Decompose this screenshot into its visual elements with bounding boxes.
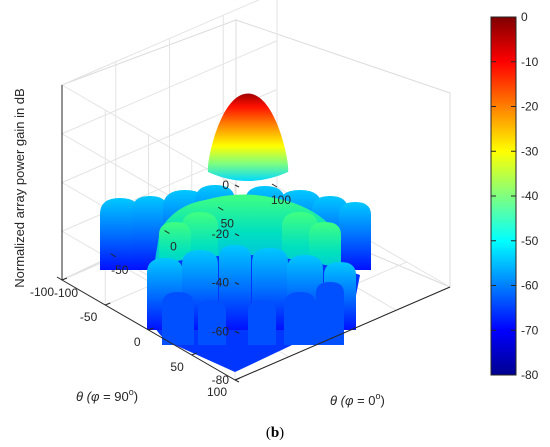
side-lobe: [100, 198, 140, 270]
x-axis-label-degree: o: [376, 391, 381, 401]
z-tick-mark: [234, 379, 240, 383]
x-axis-ticks: -100 -50 0 50 100: [54, 183, 291, 300]
x-axis-label: θ (φ = 0o): [330, 391, 385, 408]
figure-caption: (b): [266, 425, 284, 441]
z-tick-mark: [234, 330, 240, 334]
caption-close: ): [279, 425, 284, 441]
x-tick-mark: [164, 230, 170, 234]
colorbar-ticks: 0 -10 -20 -30 -40 -50 -60 -70 -80: [491, 10, 539, 382]
x-tick-label: 100: [271, 193, 291, 207]
z-tick-mark: [234, 184, 240, 188]
y-tick-mark: [148, 327, 154, 331]
z-tick-label: -40: [212, 276, 230, 290]
colorbar-tick-label: -10: [521, 55, 539, 69]
z-tick-mark: [234, 233, 240, 237]
y-tick-label: 50: [170, 360, 184, 374]
y-axis-label: θ (φ = 90o): [76, 387, 138, 404]
y-tick-mark: [234, 377, 241, 381]
y-tick-mark: [191, 352, 197, 356]
z-tick-label: 0: [222, 178, 229, 192]
y-tick-label: -100: [30, 285, 54, 299]
x-tick-mark: [217, 206, 224, 211]
caption-open: (: [266, 425, 271, 441]
z-tick-label: -60: [212, 324, 230, 338]
colorbar-tick-label: -50: [521, 234, 539, 248]
side-lobe: [198, 300, 226, 345]
caption-letter: b: [271, 425, 279, 441]
y-axis-label-value: = 90: [99, 389, 128, 404]
side-lobe: [316, 282, 344, 345]
z-axis-label: Normalized array power gain in dB: [12, 88, 27, 287]
main-lobe: [207, 93, 289, 181]
colorbar-tick-label: -40: [521, 189, 539, 203]
z-tick-label: -20: [212, 227, 230, 241]
y-tick-mark: [105, 302, 111, 306]
x-tick-label: -50: [111, 263, 129, 277]
side-lobe: [162, 292, 194, 345]
side-lobe: [248, 300, 276, 345]
x-axis-label-value: = 0: [353, 393, 375, 408]
y-axis-label-close: ): [134, 389, 138, 404]
z-tick-label: -80: [212, 373, 230, 387]
x-tick-label: 0: [170, 240, 177, 254]
x-axis-label-phi: φ: [345, 393, 354, 408]
y-axis-label-theta: θ (: [76, 389, 93, 404]
x-tick-mark: [110, 253, 117, 258]
side-lobe: [219, 245, 251, 330]
colorbar-tick-label: -30: [521, 144, 539, 158]
z-tick-mark: [234, 282, 240, 285]
gain-surface: [100, 93, 371, 372]
y-tick-label: 0: [134, 335, 141, 349]
z-axis-ticks: -80 -60 -40 -20 0: [212, 178, 240, 387]
y-axis-label-degree: o: [129, 387, 134, 397]
colorbar-tick-label: -80: [521, 368, 539, 382]
x-tick-label: 50: [221, 216, 235, 230]
y-tick-label: 100: [207, 385, 227, 399]
x-tick-mark: [271, 183, 278, 188]
x-axis-label-close: ): [381, 393, 385, 408]
colorbar-tick-label: -20: [521, 100, 539, 114]
y-tick-label: -50: [80, 310, 98, 324]
x-tick-mark: [56, 276, 63, 281]
colorbar-tick-label: -70: [521, 323, 539, 337]
colorbar-tick-label: 0: [521, 10, 528, 24]
y-axis-label-phi: φ: [91, 389, 100, 404]
side-lobe: [284, 292, 316, 345]
x-axis-label-theta: θ (: [330, 393, 347, 408]
x-tick-label: -100: [54, 286, 78, 300]
side-lobe: [339, 202, 371, 270]
y-tick-mark: [61, 277, 68, 281]
colorbar-tick-label: -60: [521, 279, 539, 293]
